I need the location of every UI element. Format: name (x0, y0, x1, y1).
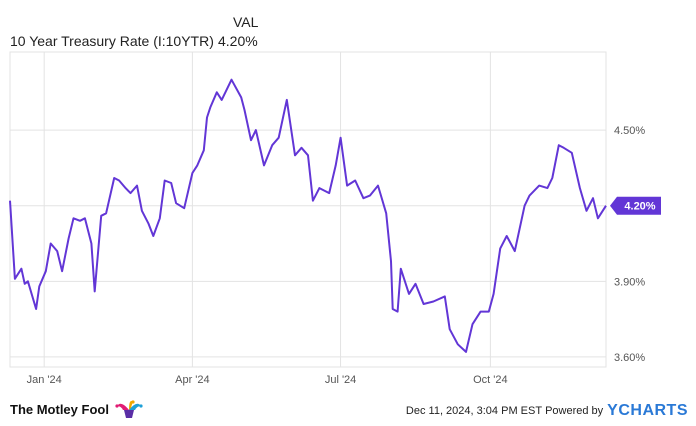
legend-header: VAL (233, 14, 259, 30)
current-value-badge: 4.20% (610, 196, 661, 215)
timestamp: Dec 11, 2024, 3:04 PM EST (405, 405, 543, 417)
y-tick-label: 3.60% (614, 352, 645, 364)
x-tick-label: Jul '24 (325, 374, 356, 386)
footer-meta: Dec 11, 2024, 3:04 PM EST Powered by YCH… (406, 402, 688, 420)
value-badge (610, 196, 661, 215)
x-tick-label: Apr '24 (175, 374, 210, 386)
series-label: 10 Year Treasury Rate (I:10YTR) (10, 33, 214, 49)
x-tick-label: Oct '24 (473, 374, 508, 386)
chart-grid (9, 51, 607, 368)
y-axis: 4.50% 3.90% 3.60% (614, 125, 645, 364)
value-badge-label: 4.20% (624, 201, 655, 213)
y-tick-label: 3.90% (614, 276, 645, 288)
y-tick-label: 4.50% (614, 125, 645, 137)
brand-block: The Motley Fool (10, 398, 143, 420)
jester-logo-icon (115, 400, 143, 418)
ycharts-logo-text: YCHARTS (607, 402, 688, 419)
ycharts-logo: YCHARTS (607, 402, 688, 420)
series-group (9, 78, 607, 353)
plot-frame (9, 51, 607, 368)
series-line (9, 78, 607, 353)
brand-name: The Motley Fool (10, 401, 109, 417)
powered-by: Powered by (545, 405, 604, 417)
x-tick-label: Jan '24 (27, 374, 62, 386)
series-value: 4.20% (218, 33, 258, 49)
x-axis: Jan '24 Apr '24 Jul '24 Oct '24 (27, 374, 508, 386)
